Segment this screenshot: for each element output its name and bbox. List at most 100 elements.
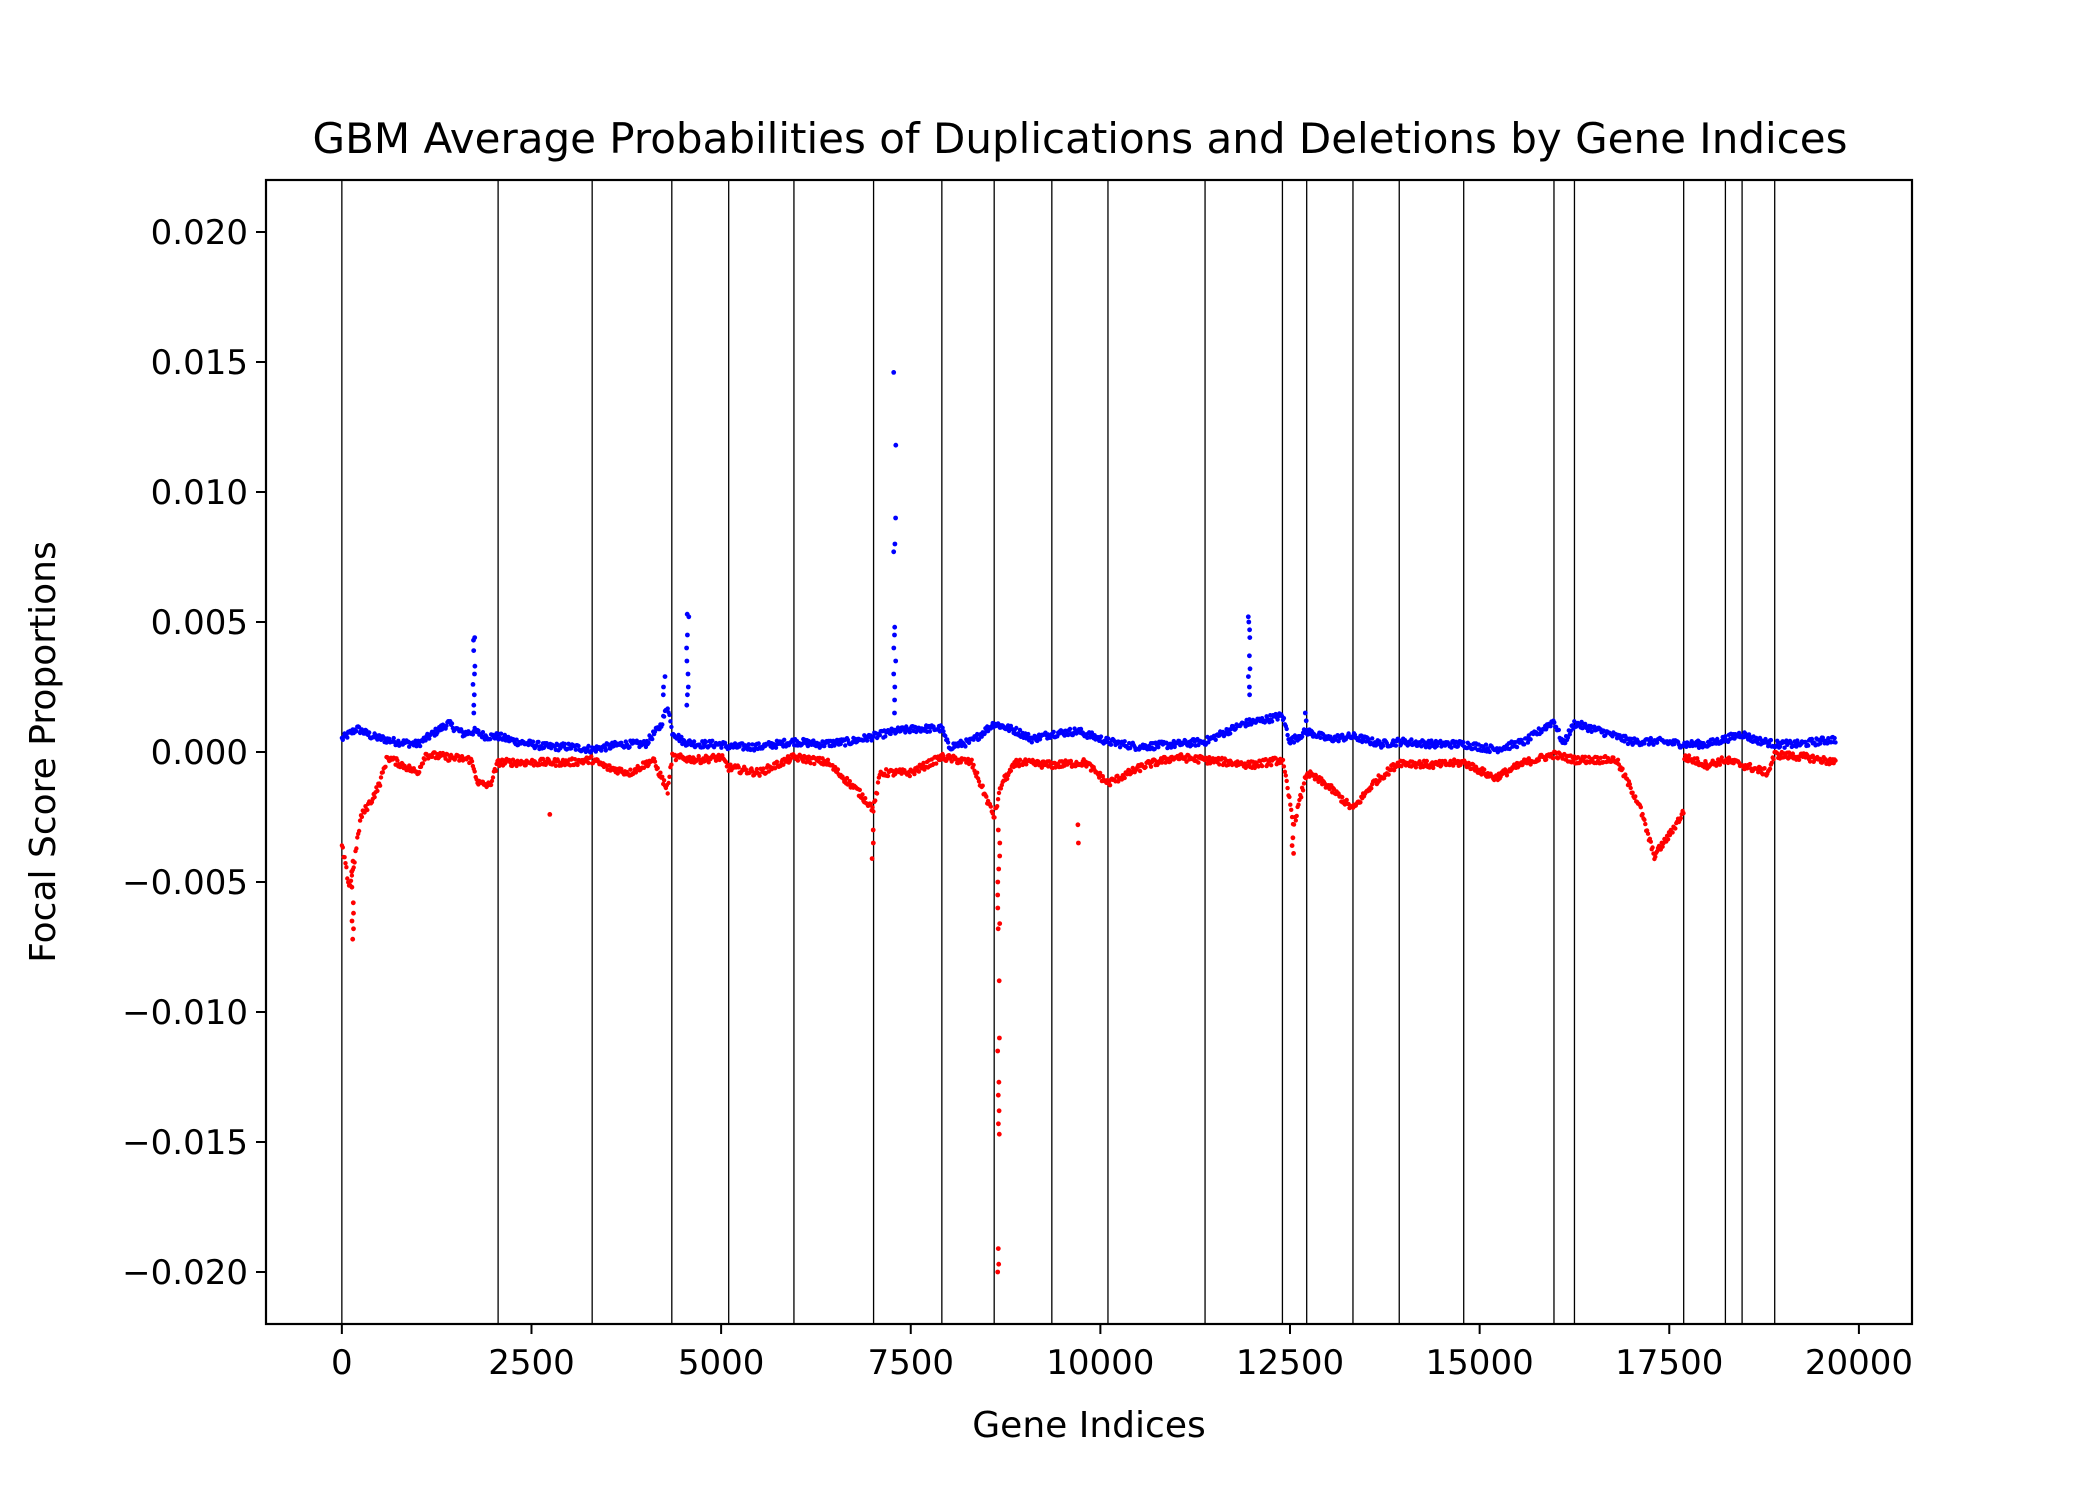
data-point xyxy=(652,759,658,764)
data-point xyxy=(1098,734,1104,739)
data-point xyxy=(685,671,691,677)
data-point xyxy=(1008,723,1014,729)
data-point xyxy=(871,734,876,739)
data-point xyxy=(736,765,741,770)
data-point xyxy=(943,733,948,739)
data-point xyxy=(1281,716,1287,721)
data-point xyxy=(1213,737,1218,742)
data-point xyxy=(706,760,711,765)
data-point xyxy=(490,775,496,780)
data-point xyxy=(891,645,897,651)
data-point xyxy=(669,762,674,767)
data-point xyxy=(1424,758,1430,764)
data-point xyxy=(1284,778,1289,784)
data-point xyxy=(860,792,865,797)
data-point xyxy=(493,768,498,774)
data-point xyxy=(1678,815,1684,821)
data-point xyxy=(628,767,633,772)
x-tick-label: 20000 xyxy=(1805,1343,1913,1383)
data-point xyxy=(422,757,427,762)
data-point xyxy=(508,760,513,765)
data-point xyxy=(892,632,897,638)
y-tick-label: 0.020 xyxy=(151,213,248,253)
data-point xyxy=(992,815,997,820)
data-point xyxy=(874,791,880,796)
data-point xyxy=(427,736,432,741)
data-point xyxy=(350,858,356,864)
data-point xyxy=(963,744,968,749)
data-point xyxy=(1247,627,1252,633)
data-point xyxy=(586,760,591,766)
data-point xyxy=(1514,744,1520,750)
data-point xyxy=(345,735,350,740)
data-point xyxy=(927,729,933,734)
data-point xyxy=(1543,757,1549,762)
data-point xyxy=(471,637,476,643)
data-point xyxy=(995,905,1001,911)
data-point xyxy=(1719,755,1725,760)
data-point xyxy=(417,743,423,749)
data-point xyxy=(661,684,666,690)
data-point xyxy=(907,773,912,779)
data-point xyxy=(1413,765,1419,770)
data-point xyxy=(1642,817,1647,822)
data-point xyxy=(1228,731,1233,736)
data-point xyxy=(1246,619,1252,625)
data-point xyxy=(650,736,655,742)
data-point xyxy=(907,730,912,735)
data-point xyxy=(757,773,762,778)
data-point xyxy=(722,740,728,746)
data-point xyxy=(534,743,539,748)
data-point xyxy=(1282,769,1288,774)
data-point xyxy=(1344,797,1349,803)
data-point xyxy=(423,738,428,743)
data-point xyxy=(655,765,660,771)
data-point xyxy=(1247,692,1252,698)
data-point xyxy=(1245,614,1251,620)
data-point xyxy=(1017,757,1023,762)
data-point xyxy=(958,760,963,765)
data-point xyxy=(1654,740,1660,745)
data-point xyxy=(374,785,379,790)
y-tick-label: −0.020 xyxy=(122,1253,248,1293)
data-point xyxy=(788,756,793,762)
data-point xyxy=(429,754,435,759)
data-point xyxy=(660,692,666,698)
data-point xyxy=(685,632,690,638)
data-point xyxy=(1075,822,1081,828)
data-point xyxy=(470,732,476,737)
data-point xyxy=(1247,635,1253,640)
data-point xyxy=(774,759,780,764)
data-point xyxy=(843,743,848,748)
data-point xyxy=(892,684,898,690)
data-point xyxy=(995,827,1001,833)
data-point xyxy=(472,663,478,669)
data-point xyxy=(1381,775,1387,781)
data-point xyxy=(990,811,995,816)
data-point xyxy=(356,828,362,834)
data-point xyxy=(1285,785,1290,791)
data-point xyxy=(893,515,898,521)
data-point xyxy=(1482,767,1487,772)
data-point xyxy=(1196,742,1201,748)
data-point xyxy=(1522,742,1527,747)
data-point xyxy=(1017,727,1023,733)
data-point xyxy=(1648,839,1654,844)
data-point xyxy=(1660,844,1665,849)
plot-frame xyxy=(264,178,1914,1326)
data-point xyxy=(1643,821,1648,827)
data-point xyxy=(732,741,738,746)
data-point xyxy=(1303,718,1309,724)
data-point xyxy=(646,740,651,745)
data-point xyxy=(1008,768,1014,773)
data-point xyxy=(558,746,563,751)
data-point xyxy=(1598,755,1603,760)
data-point xyxy=(746,742,751,747)
data-point xyxy=(988,804,993,809)
data-point xyxy=(1442,758,1448,764)
data-point xyxy=(1283,773,1289,778)
data-point xyxy=(343,861,348,866)
data-point xyxy=(471,648,477,653)
data-point xyxy=(1650,845,1655,850)
data-point xyxy=(1247,666,1253,672)
